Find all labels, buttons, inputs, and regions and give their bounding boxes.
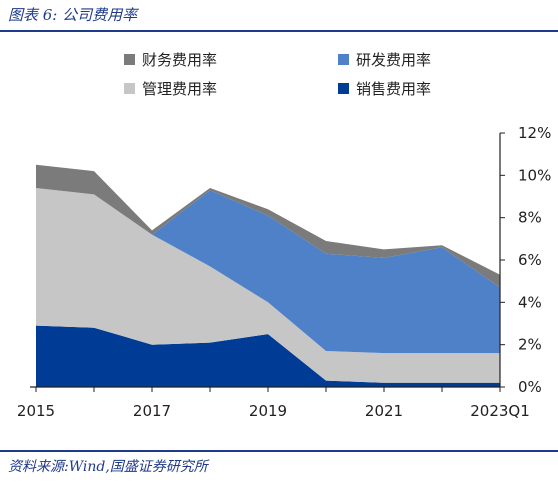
area-layers bbox=[36, 164, 500, 387]
x-tick-label: 2023Q1 bbox=[470, 402, 530, 420]
axes: 0% 2% 4% 6% 8% 10% 12% 2015 2017 2019 2021 2023Q1 bbox=[17, 124, 551, 420]
legend-label: 财务费用率 bbox=[142, 51, 217, 69]
legend-label: 研发费用率 bbox=[356, 51, 431, 69]
top-rule bbox=[0, 30, 558, 32]
source-note: 资料来源:Wind,国盛证券研究所 bbox=[8, 459, 208, 475]
x-tick-label: 2021 bbox=[365, 402, 403, 420]
area-series-2 bbox=[36, 188, 500, 354]
legend-swatch bbox=[124, 83, 135, 94]
bottom-rule bbox=[0, 450, 558, 452]
legend-swatch bbox=[338, 83, 349, 94]
y-tick-label: 2% bbox=[518, 336, 542, 354]
area-series-3 bbox=[36, 164, 500, 288]
y-tick-label: 8% bbox=[518, 209, 542, 227]
y-tick-label: 0% bbox=[518, 378, 542, 396]
legend-swatch bbox=[124, 54, 135, 65]
legend-swatch bbox=[338, 54, 349, 65]
y-tick-label: 12% bbox=[518, 124, 551, 142]
x-tick-label: 2017 bbox=[133, 402, 171, 420]
y-tick-label: 10% bbox=[518, 166, 551, 184]
y-tick-label: 4% bbox=[518, 293, 542, 311]
figure-title: 图表 6: 公司费用率 bbox=[8, 6, 138, 24]
area-series-0 bbox=[36, 325, 500, 387]
x-tick-label: 2015 bbox=[17, 402, 55, 420]
y-tick-label: 6% bbox=[518, 251, 542, 269]
x-tick-label: 2019 bbox=[249, 402, 287, 420]
area-series-1 bbox=[36, 188, 500, 383]
legend-label: 销售费用率 bbox=[356, 80, 431, 98]
legend-label: 管理费用率 bbox=[142, 80, 217, 98]
